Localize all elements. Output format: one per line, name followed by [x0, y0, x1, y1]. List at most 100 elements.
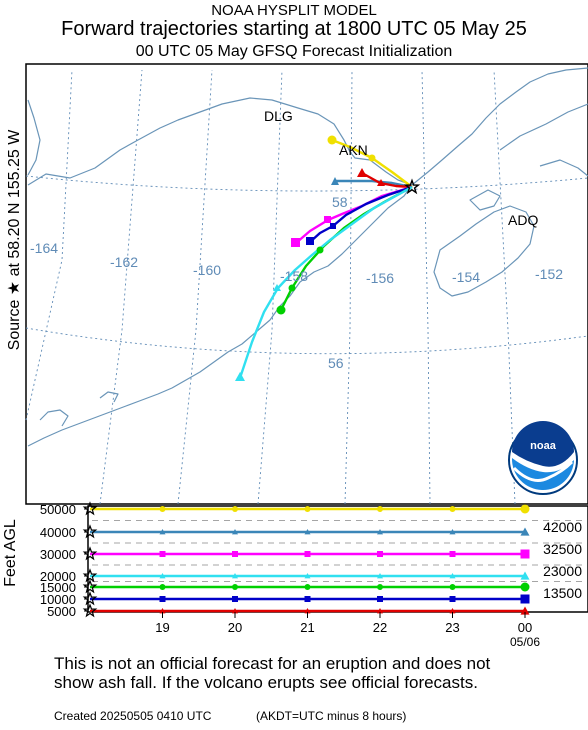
created-timestamp: Created 20250505 0410 UTC: [54, 709, 212, 723]
lon-label-152: -152: [535, 266, 563, 282]
afognak-island: [469, 189, 501, 211]
profile-y-tick-label: 15000: [40, 580, 76, 595]
profile-series: [82, 501, 530, 618]
profile-marker-navy: [449, 596, 456, 602]
lon-label-164: -164: [30, 240, 58, 256]
profile-y-tick-label: 50000: [40, 502, 76, 517]
profile-marker-yellow: [304, 506, 311, 512]
barren-islands: [539, 159, 588, 177]
profile-marker-cyan: [377, 573, 383, 579]
graticule: [25, 69, 588, 505]
forecast-subtitle: 00 UTC 05 May GFSQ Forecast Initializati…: [135, 43, 453, 60]
profile-marker-cyan: [449, 573, 456, 579]
kenai-coast: [499, 103, 588, 151]
meridian-162: [99, 69, 143, 505]
trajectory-title: Forward trajectories starting at 1800 UT…: [61, 18, 527, 40]
profile-y-tick-label: 20000: [40, 569, 76, 584]
trajectory-map: DLG AKN ADQ -164 -162 -160 -158 -156 -15…: [25, 63, 588, 505]
noaa-logo-text: noaa: [530, 440, 557, 452]
model-name: NOAA HYSPLIT MODEL: [211, 2, 377, 19]
profile-frame: [87, 505, 588, 613]
profile-marker-navy: [520, 594, 530, 604]
profile-right-labels: 42000 32500 23000 13500: [543, 519, 582, 601]
profile-marker-navy: [304, 596, 311, 602]
profile-source-star-icon: [82, 603, 98, 618]
profile-marker-yellow: [377, 506, 383, 512]
profile-marker-yellow: [449, 506, 456, 512]
profile-source-star-icon: [82, 568, 98, 583]
disclaimer-line-1: This is not an official forecast for an …: [54, 654, 491, 673]
profile-marker-steel: [304, 529, 311, 535]
meridian-164: [25, 69, 73, 421]
profile-source-star-icon: [82, 501, 98, 516]
profile-y-tick-label: 30000: [40, 547, 76, 562]
profile-marker-yellow: [520, 504, 530, 514]
profile-x-tick-label: 22: [373, 620, 387, 635]
profile-x-date-label: 05/06: [510, 635, 540, 649]
station-dlg: DLG: [264, 108, 293, 124]
profile-y-tick-label: 40000: [40, 525, 76, 540]
marker-green-b: [316, 246, 324, 254]
profile-marker-green: [304, 584, 311, 590]
profile-marker-cyan: [520, 571, 530, 580]
source-star-icon: [403, 178, 421, 195]
lon-label-156: -156: [366, 270, 394, 286]
profile-marker-magenta: [449, 551, 456, 557]
marker-cyan-end: [235, 372, 245, 381]
profile-marker-red: [304, 608, 311, 614]
profile-x-tick-label: 00: [518, 620, 532, 635]
profile-marker-cyan: [159, 573, 166, 579]
marker-navy-a: [330, 223, 336, 229]
lon-label-162: -162: [110, 254, 138, 270]
profile-marker-green: [159, 584, 166, 590]
marker-green-end: [276, 305, 286, 315]
lat-label-58: 58: [332, 194, 348, 210]
profile-marker-yellow: [232, 506, 238, 512]
profile-marker-red: [232, 608, 238, 614]
profile-x-tick-label: 20: [228, 620, 242, 635]
trajectory-cyan: [238, 185, 413, 379]
profile-marker-green: [232, 584, 238, 590]
profile-marker-cyan: [232, 573, 238, 579]
trajectory-navy: [309, 185, 413, 243]
profile-marker-navy: [232, 596, 238, 602]
profile-marker-steel: [377, 529, 383, 535]
map-frame: [25, 63, 588, 505]
profile-source-star-icon: [82, 591, 98, 606]
profile-marker-magenta: [159, 551, 166, 557]
trajectory-steel: [335, 179, 413, 189]
marker-steel-end: [331, 177, 339, 185]
profile-x-tick-label: 21: [300, 620, 314, 635]
lon-label-160: -160: [193, 262, 221, 278]
lat-label-56: 56: [328, 355, 344, 371]
profile-marker-green: [377, 584, 383, 590]
trajectory-markers: [235, 135, 421, 381]
profile-y-tick-label: 10000: [40, 592, 76, 607]
marker-red-end: [357, 168, 367, 177]
coastline: [27, 67, 588, 447]
profile-marker-yellow: [159, 506, 166, 512]
profile-marker-navy: [159, 596, 166, 602]
cook-inlet-west: [411, 67, 588, 186]
lon-label-154: -154: [452, 269, 480, 285]
island-a: [39, 409, 69, 427]
west-coast-fragment: [27, 99, 41, 176]
profile-marker-cyan: [304, 573, 311, 579]
disclaimer-line-2: show ash fall. If the volcano erupts see…: [54, 673, 478, 692]
kodiak-island: [433, 205, 535, 297]
profile-right-label: 32500: [543, 541, 582, 557]
noaa-logo-icon: noaa: [508, 421, 578, 495]
profile-gridlines: [92, 520, 586, 582]
profile-marker-red: [520, 606, 530, 615]
profile-marker-magenta: [520, 549, 530, 559]
profile-right-label: 23000: [543, 563, 582, 579]
profile-marker-magenta: [232, 551, 238, 557]
trajectory-magenta: [295, 185, 413, 244]
profile-marker-steel: [159, 529, 166, 535]
parallel-58: [25, 175, 588, 192]
profile-marker-steel: [449, 529, 456, 535]
profile-source-star-icon: [82, 579, 98, 594]
